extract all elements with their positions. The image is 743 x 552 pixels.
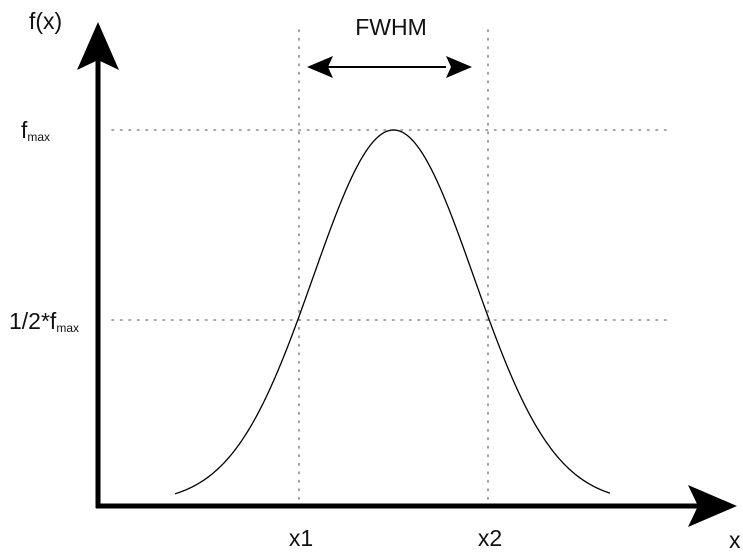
gaussian-curve: [174, 129, 611, 495]
x2-label: x2: [478, 525, 502, 551]
fwhm-arrow-right-head: [446, 56, 472, 78]
axes: [77, 22, 737, 527]
y-axis-label: f(x): [29, 8, 62, 34]
fmax-label: fmax: [21, 117, 50, 144]
x-axis-arrowhead: [688, 485, 737, 527]
guide-lines: [111, 29, 669, 501]
x-axis-label: x: [729, 527, 741, 552]
half-max-label-main: 1/2*f: [9, 308, 57, 334]
half-max-label: 1/2*fmax: [9, 308, 79, 335]
fwhm-label: FWHM: [355, 14, 427, 40]
fwhm-arrow-left-head: [307, 56, 333, 78]
fmax-label-subscript: max: [27, 130, 50, 144]
y-axis-arrowhead: [77, 22, 119, 70]
half-max-label-subscript: max: [56, 321, 79, 335]
fmax-label-main: f: [21, 117, 28, 143]
fwhm-arrow: [307, 56, 472, 78]
x1-label: x1: [289, 525, 313, 551]
